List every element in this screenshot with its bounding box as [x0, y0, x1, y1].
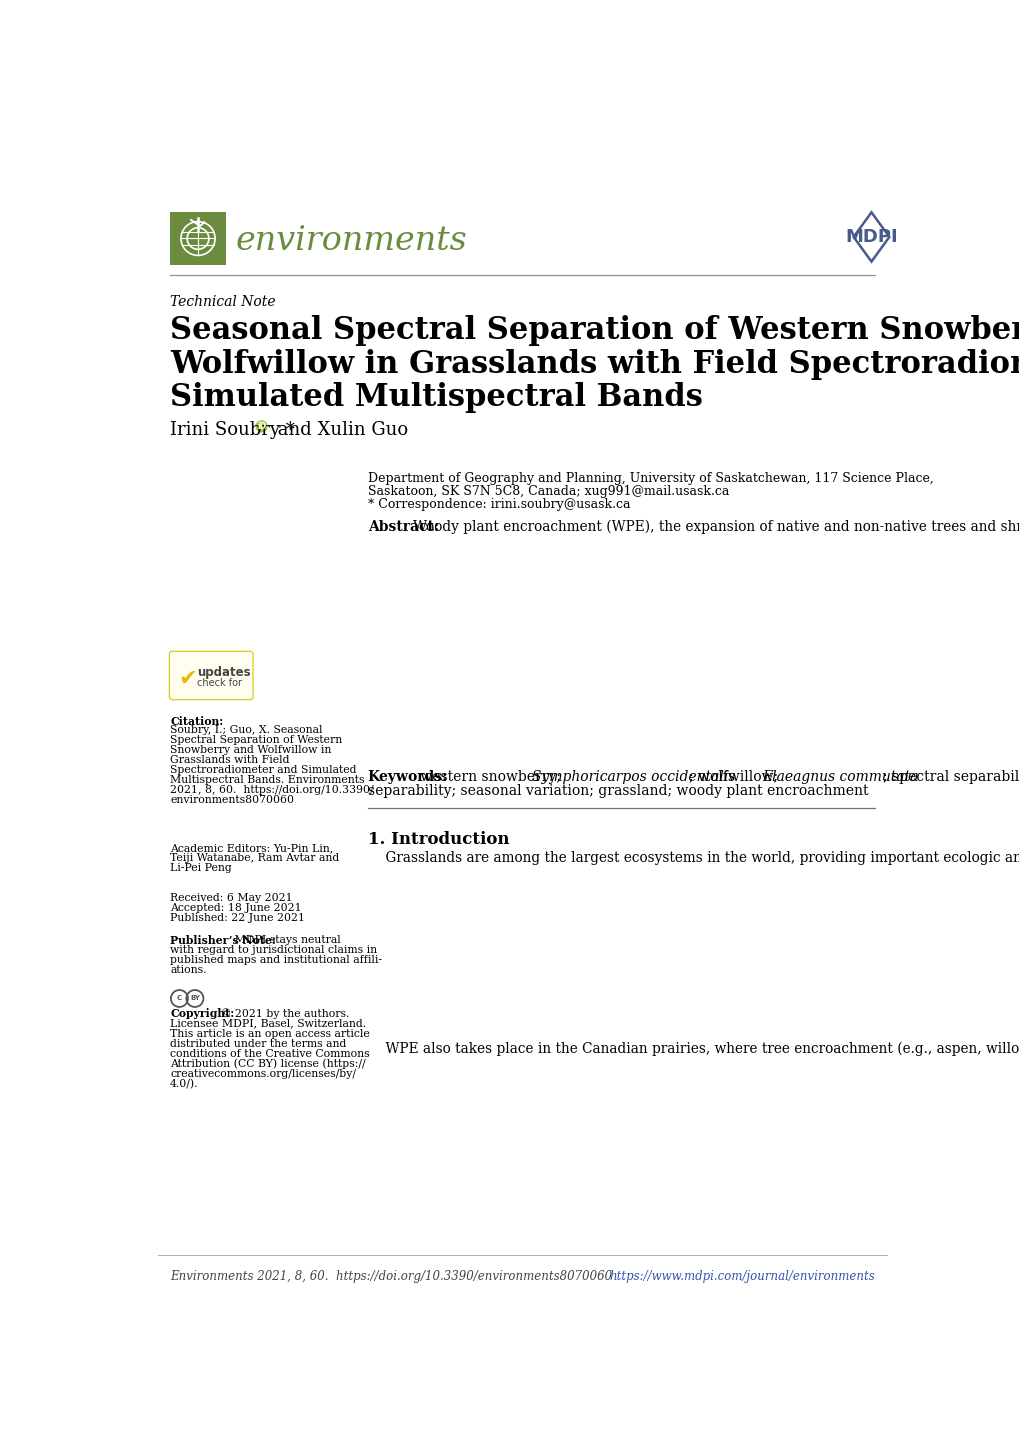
- Text: Elaeagnus commutata: Elaeagnus commutata: [761, 770, 917, 784]
- Text: ✔: ✔: [178, 669, 197, 688]
- Text: Grasslands are among the largest ecosystems in the world, providing important ec: Grasslands are among the largest ecosyst…: [368, 851, 1019, 865]
- Text: Teiji Watanabe, Ram Avtar and: Teiji Watanabe, Ram Avtar and: [170, 854, 339, 862]
- Text: Published: 22 June 2021: Published: 22 June 2021: [170, 913, 305, 923]
- Text: MDPI: MDPI: [845, 228, 897, 247]
- Text: Seasonal Spectral Separation of Western Snowberry and: Seasonal Spectral Separation of Western …: [170, 316, 1019, 346]
- Text: https://www.mdpi.com/journal/environments: https://www.mdpi.com/journal/environment…: [609, 1270, 874, 1283]
- Text: Grasslands with Field: Grasslands with Field: [170, 756, 289, 766]
- Text: Simulated Multispectral Bands: Simulated Multispectral Bands: [170, 382, 702, 412]
- Text: distributed under the terms and: distributed under the terms and: [170, 1038, 346, 1048]
- Text: Department of Geography and Planning, University of Saskatchewan, 117 Science Pl: Department of Geography and Planning, Un…: [368, 472, 932, 485]
- FancyBboxPatch shape: [170, 212, 225, 265]
- Text: Citation:: Citation:: [170, 715, 223, 727]
- Text: iD: iD: [257, 423, 266, 431]
- Text: Abstract:: Abstract:: [368, 519, 438, 534]
- Text: Academic Editors: Yu-Pin Lin,: Academic Editors: Yu-Pin Lin,: [170, 844, 333, 852]
- Text: Accepted: 18 June 2021: Accepted: 18 June 2021: [170, 903, 302, 913]
- Text: 2021, 8, 60.  https://doi.org/10.3390/: 2021, 8, 60. https://doi.org/10.3390/: [170, 786, 373, 795]
- Text: ; wolfwillow;: ; wolfwillow;: [689, 770, 782, 784]
- Text: Irini Soubry *: Irini Soubry *: [170, 421, 294, 438]
- Text: separability; seasonal variation; grassland; woody plant encroachment: separability; seasonal variation; grassl…: [368, 783, 867, 797]
- Text: ations.: ations.: [170, 965, 207, 975]
- Text: published maps and institutional affili-: published maps and institutional affili-: [170, 956, 382, 965]
- Text: Woody plant encroachment (WPE), the expansion of native and non-native trees and: Woody plant encroachment (WPE), the expa…: [413, 519, 1019, 534]
- Text: * Correspondence: irini.soubry@usask.ca: * Correspondence: irini.soubry@usask.ca: [368, 497, 630, 510]
- Text: Keywords:: Keywords:: [368, 770, 447, 784]
- Text: Multispectral Bands. Environments: Multispectral Bands. Environments: [170, 776, 364, 786]
- Text: Technical Note: Technical Note: [170, 294, 275, 309]
- Text: Spectroradiometer and Simulated: Spectroradiometer and Simulated: [170, 766, 357, 776]
- Text: conditions of the Creative Commons: conditions of the Creative Commons: [170, 1048, 370, 1058]
- Text: Licensee MDPI, Basel, Switzerland.: Licensee MDPI, Basel, Switzerland.: [170, 1018, 366, 1028]
- Text: Received: 6 May 2021: Received: 6 May 2021: [170, 893, 292, 903]
- Text: 4.0/).: 4.0/).: [170, 1079, 199, 1089]
- Text: Symphoricarpos occidentalis: Symphoricarpos occidentalis: [531, 770, 735, 784]
- Text: Copyright:: Copyright:: [170, 1008, 234, 1019]
- Text: This article is an open access article: This article is an open access article: [170, 1028, 370, 1038]
- Text: C: C: [176, 995, 181, 1002]
- Text: Li-Pei Peng: Li-Pei Peng: [170, 862, 231, 872]
- Text: updates: updates: [197, 666, 251, 679]
- Text: western snowberry;: western snowberry;: [416, 770, 565, 784]
- Text: Spectral Separation of Western: Spectral Separation of Western: [170, 735, 342, 746]
- Text: with regard to jurisdictional claims in: with regard to jurisdictional claims in: [170, 946, 377, 956]
- Circle shape: [255, 420, 268, 433]
- Text: ; spectral separability; seasonal variation; grassland; woody plant encroachment: ; spectral separability; seasonal variat…: [882, 770, 1019, 784]
- Text: © 2021 by the authors.: © 2021 by the authors.: [216, 1008, 348, 1019]
- Text: 1. Introduction: 1. Introduction: [368, 832, 508, 848]
- Text: Soubry, I.; Guo, X. Seasonal: Soubry, I.; Guo, X. Seasonal: [170, 725, 322, 735]
- Text: WPE also takes place in the Canadian prairies, where tree encroachment (e.g., as: WPE also takes place in the Canadian pra…: [368, 1041, 1019, 1056]
- Text: Wolfwillow in Grasslands with Field Spectroradiometer and: Wolfwillow in Grasslands with Field Spec…: [170, 349, 1019, 379]
- Text: Publisher’s Note:: Publisher’s Note:: [170, 936, 276, 946]
- Text: creativecommons.org/licenses/by/: creativecommons.org/licenses/by/: [170, 1069, 356, 1079]
- Text: environments: environments: [235, 225, 467, 257]
- Text: Snowberry and Wolfwillow in: Snowberry and Wolfwillow in: [170, 746, 331, 756]
- FancyBboxPatch shape: [169, 652, 253, 699]
- Text: MDPI stays neutral: MDPI stays neutral: [230, 936, 340, 946]
- Text: check for: check for: [197, 678, 243, 688]
- Text: and Xulin Guo: and Xulin Guo: [272, 421, 409, 438]
- Text: Attribution (CC BY) license (https://: Attribution (CC BY) license (https://: [170, 1058, 366, 1069]
- Text: environments8070060: environments8070060: [170, 795, 293, 805]
- Text: Saskatoon, SK S7N 5C8, Canada; xug991@mail.usask.ca: Saskatoon, SK S7N 5C8, Canada; xug991@ma…: [368, 485, 729, 497]
- Text: BY: BY: [190, 995, 200, 1002]
- Text: Environments 2021, 8, 60.  https://doi.org/10.3390/environments8070060: Environments 2021, 8, 60. https://doi.or…: [170, 1270, 611, 1283]
